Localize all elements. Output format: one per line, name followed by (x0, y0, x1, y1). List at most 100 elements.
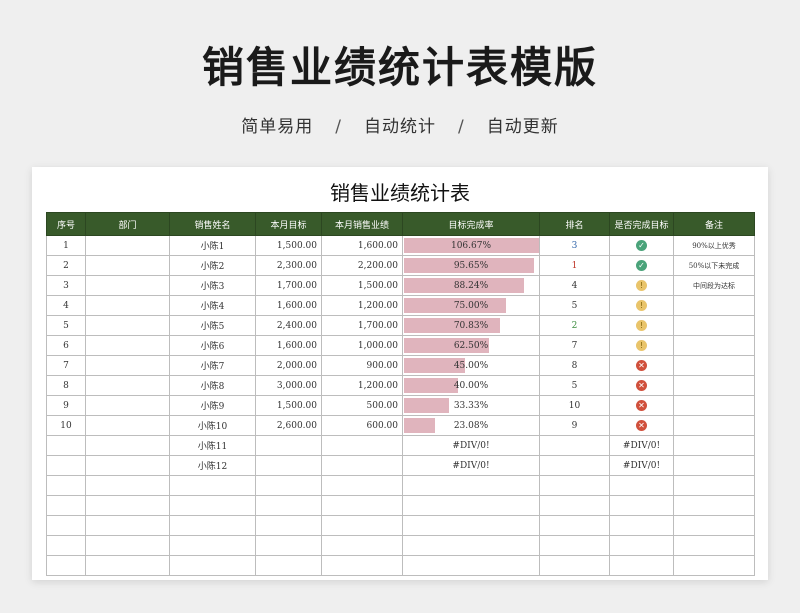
cell-name[interactable]: 小陈5 (169, 315, 256, 336)
cell-note[interactable]: 90%以上优秀 (673, 235, 755, 256)
cell-status[interactable]: ! (609, 295, 674, 316)
cell-target[interactable]: 2,300.00 (255, 255, 322, 276)
cell-sales[interactable]: 2,200.00 (321, 255, 403, 276)
cell-dept[interactable] (85, 455, 170, 476)
cell-no[interactable]: 8 (46, 375, 86, 396)
cell-rank[interactable] (539, 455, 610, 476)
cell-no[interactable] (46, 495, 86, 516)
cell-sales[interactable]: 500.00 (321, 395, 403, 416)
cell-no[interactable] (46, 475, 86, 496)
cell-note[interactable] (673, 435, 755, 456)
cell-name[interactable]: 小陈4 (169, 295, 256, 316)
cell-status[interactable]: ! (609, 315, 674, 336)
cell-status[interactable]: ✕ (609, 355, 674, 376)
cell-status[interactable]: ! (609, 335, 674, 356)
header-cell-status[interactable]: 是否完成目标 (609, 212, 674, 236)
cell-status[interactable]: ✓ (609, 235, 674, 256)
cell-target[interactable] (255, 535, 322, 556)
cell-note[interactable] (673, 355, 755, 376)
cell-rate[interactable]: 45.00% (402, 355, 540, 376)
cell-no[interactable] (46, 515, 86, 536)
cell-rate[interactable]: 40.00% (402, 375, 540, 396)
cell-note[interactable] (673, 335, 755, 356)
cell-note[interactable] (673, 395, 755, 416)
cell-rank[interactable]: 2 (539, 315, 610, 336)
cell-sales[interactable]: 1,200.00 (321, 295, 403, 316)
cell-status[interactable]: ✓ (609, 255, 674, 276)
cell-rate[interactable]: 75.00% (402, 295, 540, 316)
cell-dept[interactable] (85, 315, 170, 336)
cell-name[interactable]: 小陈7 (169, 355, 256, 376)
cell-rank[interactable] (539, 515, 610, 536)
cell-target[interactable]: 1,500.00 (255, 395, 322, 416)
cell-status[interactable]: ✕ (609, 415, 674, 436)
cell-rate[interactable] (402, 475, 540, 496)
cell-rank[interactable] (539, 495, 610, 516)
cell-status[interactable] (609, 555, 674, 576)
cell-rate[interactable]: 62.50% (402, 335, 540, 356)
cell-target[interactable]: 1,500.00 (255, 235, 322, 256)
cell-sales[interactable]: 1,200.00 (321, 375, 403, 396)
cell-dept[interactable] (85, 375, 170, 396)
cell-dept[interactable] (85, 295, 170, 316)
cell-note[interactable] (673, 315, 755, 336)
cell-dept[interactable] (85, 235, 170, 256)
cell-note[interactable] (673, 515, 755, 536)
cell-status[interactable]: #DIV/0! (609, 455, 674, 476)
cell-rank[interactable] (539, 555, 610, 576)
cell-note[interactable] (673, 455, 755, 476)
cell-rate[interactable]: #DIV/0! (402, 455, 540, 476)
cell-rank[interactable]: 8 (539, 355, 610, 376)
cell-sales[interactable] (321, 515, 403, 536)
cell-dept[interactable] (85, 255, 170, 276)
cell-rank[interactable]: 10 (539, 395, 610, 416)
cell-rate[interactable]: 70.83% (402, 315, 540, 336)
cell-rank[interactable]: 3 (539, 235, 610, 256)
cell-target[interactable]: 2,000.00 (255, 355, 322, 376)
cell-note[interactable] (673, 475, 755, 496)
cell-sales[interactable]: 1,500.00 (321, 275, 403, 296)
cell-no[interactable]: 1 (46, 235, 86, 256)
cell-name[interactable]: 小陈3 (169, 275, 256, 296)
cell-no[interactable]: 6 (46, 335, 86, 356)
cell-no[interactable] (46, 535, 86, 556)
header-cell-rate[interactable]: 目标完成率 (402, 212, 540, 236)
cell-rate[interactable] (402, 535, 540, 556)
cell-rate[interactable] (402, 495, 540, 516)
header-cell-rank[interactable]: 排名 (539, 212, 610, 236)
cell-target[interactable]: 2,400.00 (255, 315, 322, 336)
cell-no[interactable] (46, 435, 86, 456)
cell-rate[interactable]: #DIV/0! (402, 435, 540, 456)
cell-rank[interactable]: 4 (539, 275, 610, 296)
cell-target[interactable] (255, 455, 322, 476)
cell-dept[interactable] (85, 495, 170, 516)
cell-no[interactable]: 10 (46, 415, 86, 436)
cell-name[interactable]: 小陈11 (169, 435, 256, 456)
cell-note[interactable]: 中间段为达标 (673, 275, 755, 296)
cell-no[interactable]: 2 (46, 255, 86, 276)
cell-status[interactable] (609, 535, 674, 556)
cell-note[interactable]: 50%以下未完成 (673, 255, 755, 276)
cell-rate[interactable]: 106.67% (402, 235, 540, 256)
cell-status[interactable] (609, 515, 674, 536)
cell-target[interactable] (255, 475, 322, 496)
cell-name[interactable] (169, 535, 256, 556)
cell-dept[interactable] (85, 475, 170, 496)
cell-dept[interactable] (85, 355, 170, 376)
cell-rank[interactable]: 1 (539, 255, 610, 276)
cell-dept[interactable] (85, 555, 170, 576)
cell-sales[interactable]: 900.00 (321, 355, 403, 376)
cell-rate[interactable]: 23.08% (402, 415, 540, 436)
cell-dept[interactable] (85, 395, 170, 416)
cell-no[interactable] (46, 455, 86, 476)
cell-dept[interactable] (85, 535, 170, 556)
cell-rank[interactable] (539, 435, 610, 456)
cell-sales[interactable]: 1,600.00 (321, 235, 403, 256)
cell-rank[interactable]: 5 (539, 375, 610, 396)
cell-target[interactable]: 1,600.00 (255, 335, 322, 356)
cell-target[interactable]: 1,600.00 (255, 295, 322, 316)
cell-no[interactable]: 9 (46, 395, 86, 416)
cell-dept[interactable] (85, 335, 170, 356)
cell-name[interactable] (169, 495, 256, 516)
cell-no[interactable]: 7 (46, 355, 86, 376)
